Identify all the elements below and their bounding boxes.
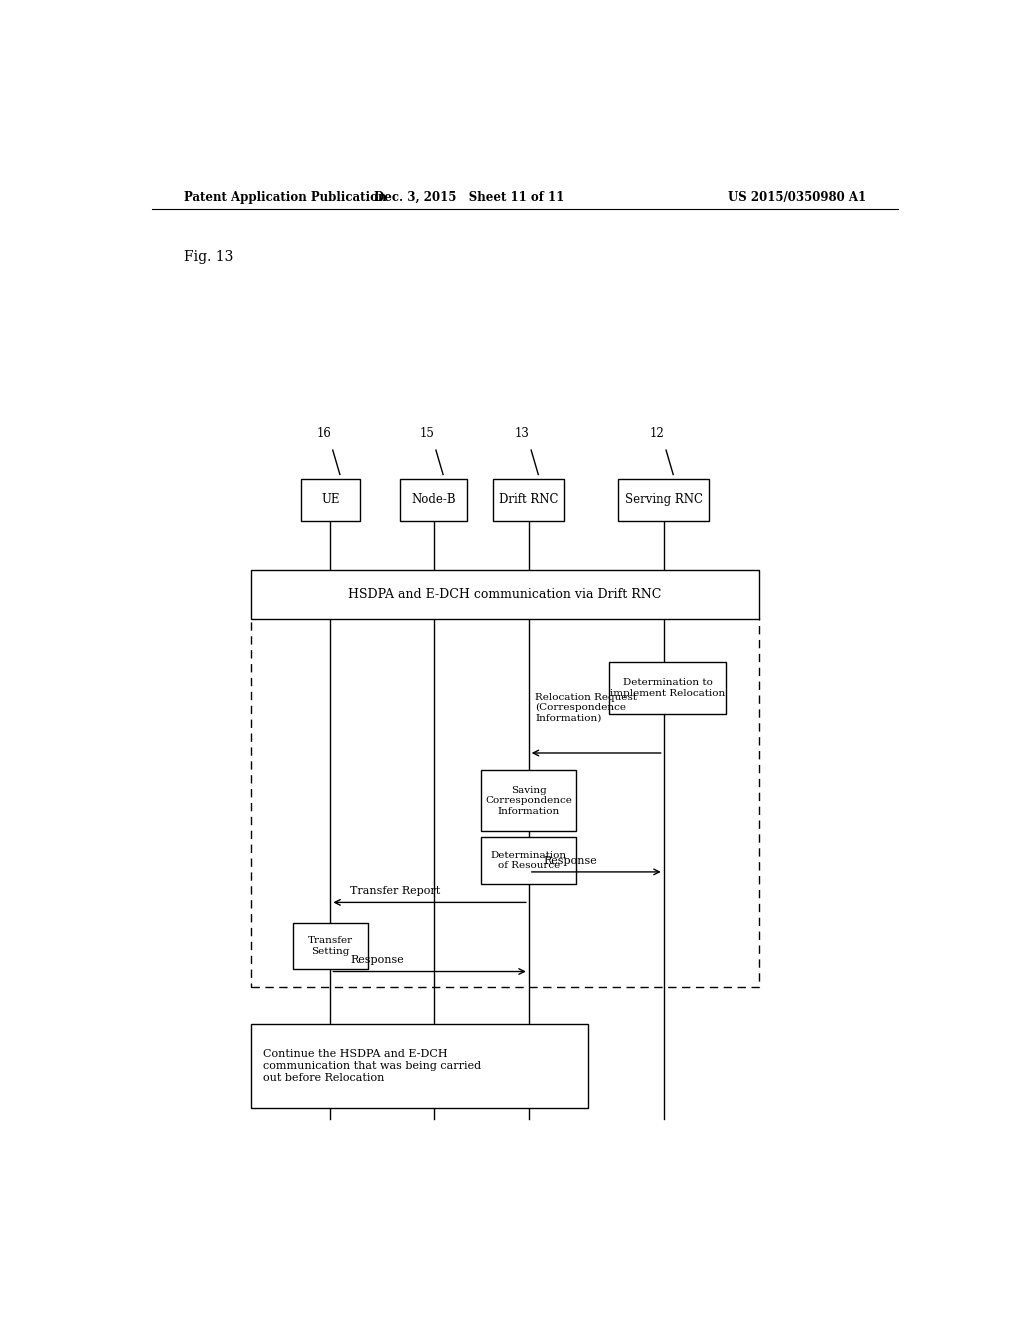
Bar [618,479,710,521]
Bar [301,479,360,521]
Text: HSDPA and E-DCH communication via Drift RNC: HSDPA and E-DCH communication via Drift … [348,587,662,601]
Bar [251,1024,588,1107]
Text: 15: 15 [420,426,434,440]
Text: Relocation Request
(Correspondence
Information): Relocation Request (Correspondence Infor… [536,693,637,722]
Text: Fig. 13: Fig. 13 [183,249,232,264]
Bar [609,661,726,714]
Text: Transfer
Setting: Transfer Setting [308,936,353,956]
Text: Continue the HSDPA and E-DCH
communication that was being carried
out before Rel: Continue the HSDPA and E-DCH communicati… [263,1049,481,1082]
Bar [494,479,564,521]
Text: Response: Response [350,956,403,965]
Text: Node-B: Node-B [412,494,456,507]
Text: Determination to
implement Relocation: Determination to implement Relocation [610,678,725,698]
Text: Dec. 3, 2015   Sheet 11 of 11: Dec. 3, 2015 Sheet 11 of 11 [374,191,564,203]
Text: Serving RNC: Serving RNC [625,494,702,507]
Text: Transfer Report: Transfer Report [350,886,440,896]
Text: Drift RNC: Drift RNC [499,494,558,507]
Bar [481,771,577,832]
Bar [399,479,467,521]
Text: Determination
of Resource: Determination of Resource [490,851,567,870]
Text: UE: UE [322,494,340,507]
Bar [251,570,759,619]
Bar [251,618,759,987]
Text: 12: 12 [650,426,665,440]
Text: 13: 13 [515,426,529,440]
Text: Saving
Correspondence
Information: Saving Correspondence Information [485,785,572,816]
Text: Response: Response [543,855,597,866]
Text: Patent Application Publication: Patent Application Publication [183,191,386,203]
Text: 16: 16 [316,426,332,440]
Bar [293,923,368,969]
Bar [481,837,577,884]
Text: US 2015/0350980 A1: US 2015/0350980 A1 [728,191,866,203]
